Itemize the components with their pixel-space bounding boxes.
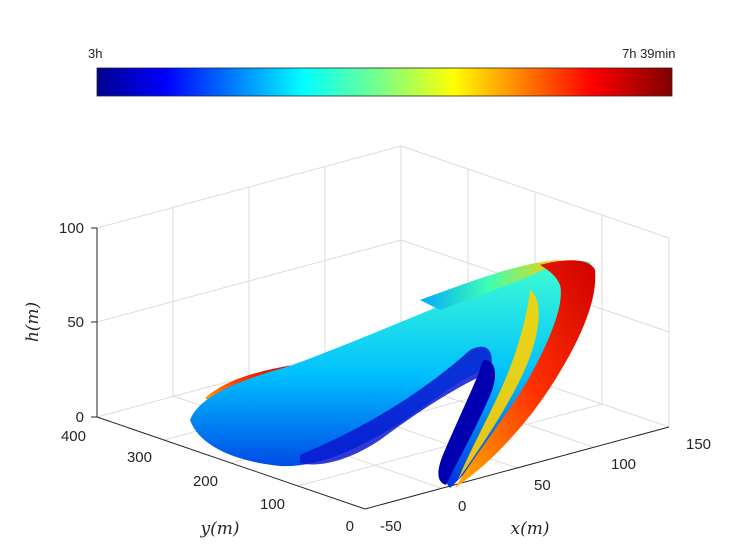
- y-tick-label: 200: [193, 473, 218, 490]
- surface-blue-stem: [438, 360, 496, 485]
- y-tick-label: 300: [127, 449, 152, 466]
- surface-yellow-inner: [458, 290, 539, 480]
- y-ticks: 400 300 200 100 0: [61, 428, 354, 535]
- x-ticks: -50 0 50 100 150: [380, 436, 711, 535]
- y-tick-label: 400: [61, 428, 86, 445]
- z-tick-label: 0: [76, 409, 84, 426]
- z-tick-label: 50: [67, 314, 84, 331]
- y-tick-label: 0: [346, 518, 354, 535]
- colorbar: 3h 7h 39min: [88, 46, 675, 97]
- colorbar-max-label: 7h 39min: [622, 46, 675, 61]
- x-tick-label: 100: [611, 456, 636, 473]
- y-axis-label: y(m): [200, 519, 240, 539]
- axis-lines: [91, 227, 670, 510]
- x-tick-label: 150: [686, 436, 711, 453]
- surface: [190, 260, 596, 488]
- colorbar-min-label: 3h: [88, 46, 102, 61]
- x-axis-label: x(m): [511, 519, 550, 539]
- x-tick-label: -50: [380, 518, 402, 535]
- x-tick-label: 0: [458, 498, 466, 515]
- z-tick-label: 100: [59, 220, 84, 237]
- z-ticks: 100 50 0: [59, 220, 84, 426]
- colorbar-gradient: [96, 67, 673, 97]
- x-tick-label: 50: [534, 477, 551, 494]
- y-tick-label: 100: [260, 496, 285, 513]
- surface-rim-top: [420, 260, 560, 310]
- surface-blue-band: [300, 346, 492, 465]
- z-axis-label: h(m): [23, 302, 43, 342]
- surface-red-loop: [455, 260, 596, 488]
